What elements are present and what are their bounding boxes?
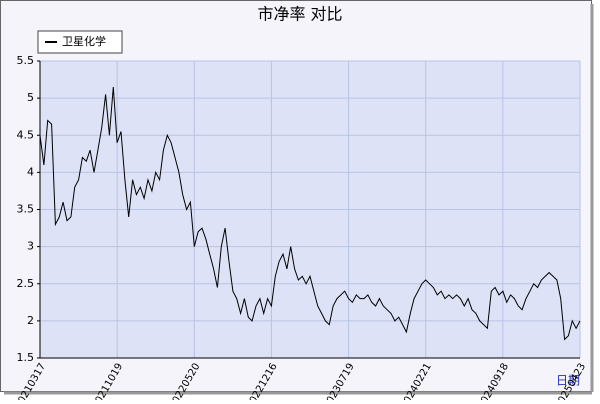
- y-tick-label: 5.5: [17, 54, 35, 67]
- legend-label: 卫星化学: [62, 34, 106, 48]
- legend: [37, 30, 123, 54]
- y-tick-label: 4.5: [17, 128, 35, 141]
- y-tick-label: 4: [27, 165, 34, 178]
- y-tick-label: 3.5: [17, 203, 35, 216]
- chart-title: 市净率 对比: [257, 5, 342, 24]
- y-tick-label: 5: [27, 91, 34, 104]
- y-tick-label: 1.5: [17, 351, 35, 364]
- y-tick-label: 2: [27, 314, 34, 327]
- y-tick-label: 3: [27, 240, 34, 253]
- x-axis-label: 日期: [556, 374, 580, 388]
- line-series: [39, 86, 581, 341]
- y-tick-label: 2.5: [17, 277, 35, 290]
